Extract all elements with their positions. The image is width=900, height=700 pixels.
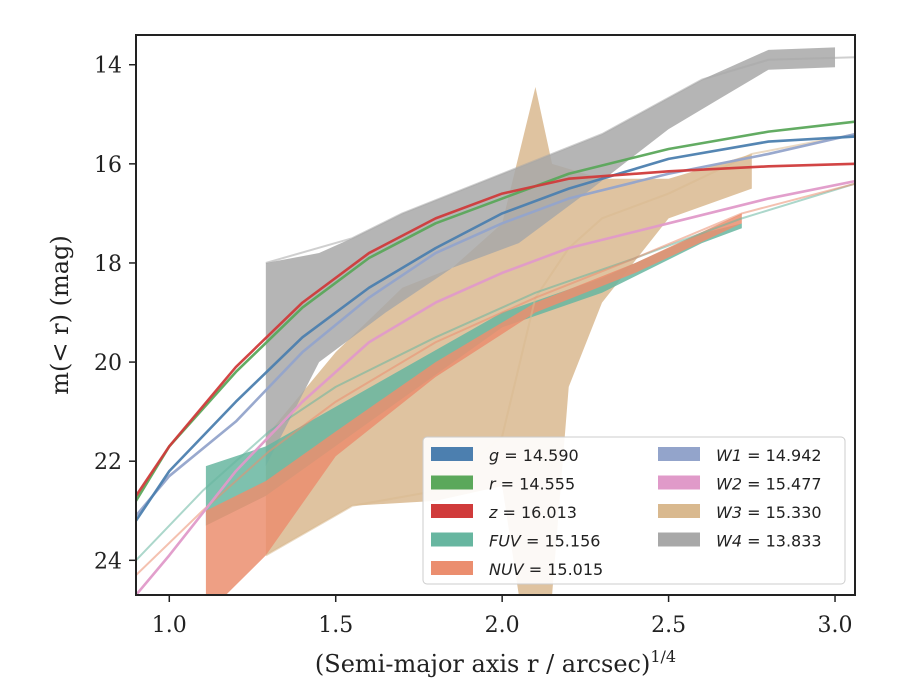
curve-w4 bbox=[265, 56, 855, 264]
legend-label: FUV = 15.156 bbox=[489, 532, 600, 551]
uncertainty-bands bbox=[205, 47, 836, 595]
legend-swatch bbox=[658, 475, 700, 490]
legend-label: W4 = 13.833 bbox=[716, 532, 822, 551]
y-axis-ticks: 14 16 18 20 22 24 bbox=[94, 54, 136, 574]
curve-nuv bbox=[136, 182, 855, 576]
y-tick-label: 22 bbox=[94, 450, 122, 475]
y-axis-label-group: m(< r) (mag) bbox=[46, 235, 74, 394]
band-w3 bbox=[265, 87, 752, 595]
legend-label: W1 = 14.942 bbox=[716, 446, 822, 465]
curve-w2 bbox=[136, 179, 855, 595]
legend-item-g: g = 14.590 bbox=[431, 446, 579, 465]
x-axis-label: (Semi-major axis r / arcsec)1/4 bbox=[315, 647, 676, 678]
curve-g bbox=[136, 135, 855, 522]
band-nuv bbox=[205, 213, 742, 595]
legend: g = 14.590 r = 14.555 z = 16.013 FUV = 15.1… bbox=[422, 436, 846, 585]
curve-r bbox=[136, 120, 855, 502]
x-tick-label: 2.0 bbox=[485, 613, 520, 638]
legend-label: r = 14.555 bbox=[489, 475, 575, 494]
legend-item-z: z = 16.013 bbox=[431, 503, 577, 522]
y-tick-label: 24 bbox=[94, 549, 122, 574]
curve-fuv bbox=[136, 182, 855, 562]
legend-item-w4: W4 = 13.833 bbox=[658, 532, 822, 551]
legend-swatch bbox=[658, 532, 700, 547]
legend-item-r: r = 14.555 bbox=[431, 475, 575, 494]
x-tick-label: 1.0 bbox=[152, 613, 187, 638]
plot-frame bbox=[135, 34, 856, 596]
legend-box bbox=[422, 436, 846, 585]
curve-w1 bbox=[136, 132, 855, 517]
x-tick-label: 2.5 bbox=[651, 613, 686, 638]
legend-item-w1: W1 = 14.942 bbox=[658, 446, 822, 465]
band-w4 bbox=[265, 47, 836, 467]
magnitude-curves bbox=[136, 56, 855, 595]
legend-swatch bbox=[431, 532, 473, 547]
x-axis-ticks: 1.0 1.5 2.0 2.5 3.0 bbox=[152, 595, 853, 638]
y-axis-label: m(< r) (mag) bbox=[46, 235, 74, 394]
x-tick-label: 3.0 bbox=[818, 613, 853, 638]
legend-label: NUV = 15.015 bbox=[489, 560, 603, 579]
y-tick-label: 14 bbox=[94, 54, 122, 79]
legend-item-w2: W2 = 15.477 bbox=[658, 475, 822, 494]
legend-swatch bbox=[431, 504, 473, 518]
legend-label: W3 = 15.330 bbox=[716, 503, 822, 522]
legend-swatch bbox=[658, 447, 700, 461]
legend-item-nuv: NUV = 15.015 bbox=[431, 560, 603, 579]
legend-label: W2 = 15.477 bbox=[716, 475, 822, 494]
legend-swatch bbox=[431, 561, 473, 575]
legend-swatch bbox=[431, 447, 473, 461]
curve-z bbox=[136, 162, 855, 497]
legend-item-w3: W3 = 15.330 bbox=[658, 503, 822, 522]
legend-swatch bbox=[658, 504, 700, 518]
legend-item-fuv: FUV = 15.156 bbox=[431, 532, 600, 551]
legend-swatch bbox=[431, 475, 473, 490]
x-tick-label: 1.5 bbox=[318, 613, 353, 638]
curve-w3 bbox=[265, 133, 855, 557]
y-tick-label: 16 bbox=[94, 153, 122, 178]
legend-label: z = 16.013 bbox=[488, 503, 577, 522]
y-tick-label: 18 bbox=[94, 252, 122, 277]
legend-label: g = 14.590 bbox=[489, 446, 579, 465]
y-tick-label: 20 bbox=[94, 351, 122, 376]
